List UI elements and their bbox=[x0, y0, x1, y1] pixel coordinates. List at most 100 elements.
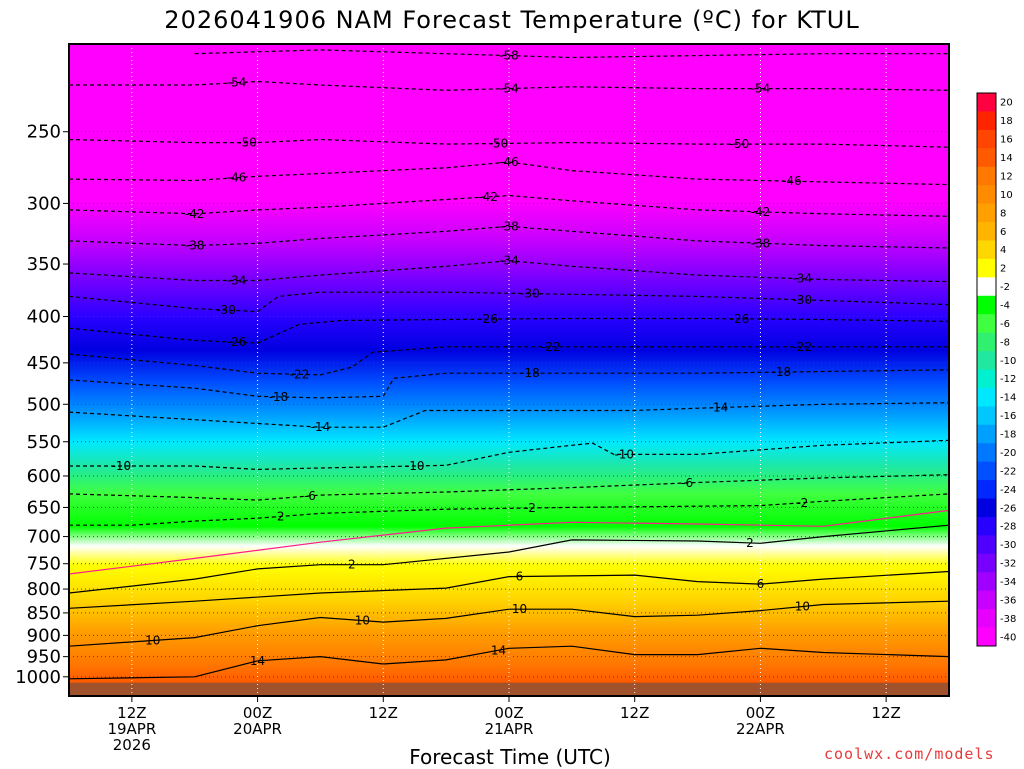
contour-label: -50 bbox=[237, 136, 257, 150]
contour-label: -2 bbox=[796, 496, 808, 510]
colorbar: 20 18 16 14 12 10 8 6 4 2 -2 -4 -6 -8 -10 -12 -14 -16 -18 -… bbox=[976, 92, 1016, 647]
x-tick-label: 19APR bbox=[107, 720, 156, 738]
x-tick-label: 21APR bbox=[485, 720, 534, 738]
y-tick-label: 1000 bbox=[15, 667, 61, 688]
grid-lines bbox=[69, 44, 949, 696]
contour-label: -50 bbox=[730, 137, 750, 151]
colorbar-label: -28 bbox=[1000, 522, 1016, 533]
colorbar-swatch bbox=[977, 351, 996, 370]
contour-label: -54 bbox=[751, 82, 771, 96]
y-tick-label: 900 bbox=[27, 625, 61, 646]
colorbar-swatch bbox=[977, 277, 996, 297]
contour-line bbox=[69, 225, 949, 249]
colorbar-swatch bbox=[977, 111, 996, 131]
contour-line bbox=[69, 291, 949, 313]
contour-label: 10 bbox=[145, 633, 160, 647]
contour-label: -54 bbox=[227, 76, 247, 90]
colorbar-swatch bbox=[977, 166, 996, 186]
y-tick-label: 800 bbox=[27, 579, 61, 600]
x-tick-label: 00Z bbox=[243, 704, 272, 722]
colorbar-swatch bbox=[977, 406, 996, 426]
y-tick-label: 950 bbox=[27, 647, 61, 668]
colorbar-swatch bbox=[977, 387, 996, 407]
colorbar-label: -16 bbox=[1000, 411, 1016, 422]
colorbar-swatch bbox=[977, 572, 996, 592]
contour-label: -14 bbox=[709, 401, 729, 415]
colorbar-label: 18 bbox=[1000, 116, 1013, 127]
colorbar-label: -12 bbox=[1000, 374, 1016, 385]
colorbar-swatch bbox=[977, 609, 996, 629]
y-tick-label: 450 bbox=[27, 353, 61, 374]
contour-label: -10 bbox=[112, 459, 132, 473]
x-tick-label: 2026 bbox=[113, 736, 151, 754]
y-tick-label: 550 bbox=[27, 432, 61, 453]
contour-label: -34 bbox=[793, 272, 813, 286]
contour-label: -26 bbox=[730, 312, 750, 326]
y-tick-label: 350 bbox=[27, 254, 61, 275]
colorbar-label: -32 bbox=[1000, 559, 1016, 570]
x-tick-label: 00Z bbox=[494, 704, 523, 722]
contour-label: -38 bbox=[751, 236, 771, 250]
x-tick-label: 22APR bbox=[736, 720, 785, 738]
contour-label: -42 bbox=[185, 207, 205, 221]
contour-line bbox=[69, 645, 949, 680]
contour-label: -6 bbox=[681, 476, 693, 490]
credit-link[interactable]: coolwx.com/models bbox=[824, 745, 995, 763]
colorbar-swatch bbox=[977, 93, 996, 112]
y-axis: 2503003504004505005506006507007508008509… bbox=[15, 122, 69, 688]
colorbar-swatch bbox=[977, 443, 996, 463]
chart-title: 2026041906 NAM Forecast Temperature (ºC)… bbox=[164, 6, 860, 34]
colorbar-swatch bbox=[977, 461, 996, 481]
colorbar-swatch bbox=[977, 424, 996, 444]
contour-label: 10 bbox=[795, 600, 810, 614]
contour-label: 10 bbox=[512, 602, 527, 616]
colorbar-label: -8 bbox=[1000, 337, 1010, 348]
y-tick-label: 300 bbox=[27, 193, 61, 214]
contour-label: -50 bbox=[489, 136, 509, 150]
colorbar-swatch bbox=[977, 314, 996, 334]
contour-label: -2 bbox=[273, 510, 285, 524]
contour-line bbox=[69, 439, 949, 471]
y-tick-label: 750 bbox=[27, 554, 61, 575]
colorbar-swatch bbox=[977, 148, 996, 168]
colorbar-label: 6 bbox=[1000, 227, 1006, 238]
colorbar-label: 2 bbox=[1000, 264, 1006, 275]
contour-labels: -58 -54 -54 -54 -50 -50 -50 -46 -46 -46 -42 -42 -42 -… bbox=[112, 49, 813, 668]
contour-label: -34 bbox=[499, 254, 519, 268]
x-tick-label: 12Z bbox=[369, 704, 398, 722]
colorbar-swatch bbox=[977, 590, 996, 610]
contour-label: -22 bbox=[290, 367, 310, 381]
colorbar-swatch bbox=[977, 480, 996, 500]
y-tick-label: 500 bbox=[27, 394, 61, 415]
contour-line bbox=[69, 402, 949, 428]
colorbar-swatch bbox=[977, 553, 996, 573]
colorbar-label: 16 bbox=[1000, 135, 1013, 146]
colorbar-label: 20 bbox=[1000, 98, 1013, 109]
colorbar-label: 4 bbox=[1000, 245, 1006, 256]
colorbar-label: -24 bbox=[1000, 485, 1016, 496]
colorbar-swatch bbox=[977, 295, 996, 315]
contour-label: 2 bbox=[746, 536, 754, 550]
colorbar-label: -4 bbox=[1000, 300, 1010, 311]
x-tick-label: 20APR bbox=[233, 720, 282, 738]
colorbar-swatch bbox=[977, 222, 996, 241]
colorbar-label: -22 bbox=[1000, 466, 1016, 477]
colorbar-label: -40 bbox=[1000, 632, 1016, 643]
contour-label: -42 bbox=[751, 205, 771, 219]
colorbar-swatch bbox=[977, 185, 996, 205]
contour-line bbox=[69, 509, 949, 575]
contour-line bbox=[69, 570, 949, 609]
contour-label: -10 bbox=[405, 459, 425, 473]
plot-area bbox=[69, 44, 949, 696]
y-tick-label: 250 bbox=[27, 122, 61, 143]
contour-label: -54 bbox=[499, 82, 519, 96]
contour-label: -30 bbox=[793, 293, 813, 307]
y-tick-label: 400 bbox=[27, 307, 61, 328]
colorbar-swatch bbox=[977, 535, 996, 555]
colorbar-swatch bbox=[977, 369, 996, 389]
x-axis-title: Forecast Time (UTC) bbox=[409, 745, 611, 769]
contour-label: -22 bbox=[793, 340, 813, 354]
colorbar-swatch bbox=[977, 627, 996, 647]
x-tick-label: 12Z bbox=[620, 704, 649, 722]
